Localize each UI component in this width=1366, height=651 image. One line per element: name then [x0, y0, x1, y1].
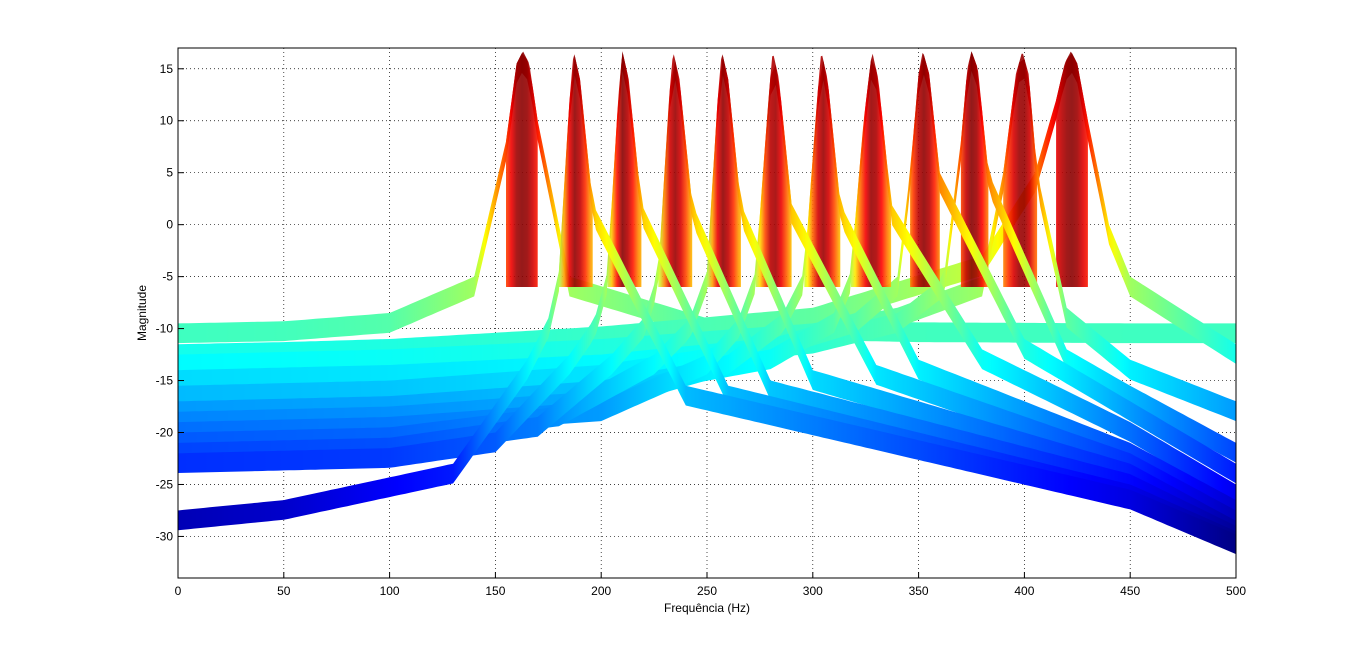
peak-ridge-257 — [707, 54, 741, 288]
x-axis-label: Frequência (Hz) — [664, 601, 750, 615]
series-band-257 — [178, 55, 1236, 541]
series-band-304 — [178, 60, 1236, 520]
peak-ridge-328 — [850, 53, 892, 287]
peak-ridge-210 — [607, 54, 642, 288]
y-tick-label: 0 — [166, 218, 173, 232]
y-tick-label: -25 — [156, 477, 174, 491]
y-tick-label: 5 — [166, 166, 173, 180]
y-tick-label: 10 — [160, 114, 174, 128]
peak-ridge-234 — [658, 54, 693, 288]
series-band-281 — [178, 65, 1236, 531]
peak-ridge-187 — [558, 54, 593, 288]
series-band-375 — [178, 51, 1236, 463]
y-tick-label: -10 — [156, 322, 174, 336]
x-tick-label: 300 — [803, 584, 823, 598]
axes: 0 50 100 150 200 250 300 350 400 450 500-30-25-20-… — [156, 47, 1246, 598]
peak-ridge-422 — [1056, 51, 1088, 287]
x-tick-label: 150 — [485, 584, 505, 598]
series-band-187 — [178, 55, 1236, 555]
y-tick-label: 15 — [160, 62, 174, 76]
y-axis-label: Magnitude — [135, 285, 149, 341]
x-tick-label: 450 — [1120, 584, 1140, 598]
y-tick-label: -15 — [156, 374, 174, 388]
peak-ridge-304 — [804, 55, 841, 287]
x-tick-label: 500 — [1226, 584, 1246, 598]
series-band-328 — [178, 59, 1236, 505]
peak-ridge-352 — [910, 53, 940, 287]
y-tick-label: -30 — [156, 529, 174, 543]
peak-ridge-281 — [755, 55, 792, 287]
x-tick-label: 0 — [175, 584, 182, 598]
surface-series — [178, 51, 1236, 555]
x-tick-label: 250 — [697, 584, 717, 598]
x-tick-label: 100 — [380, 584, 400, 598]
peak-ridge-163 — [506, 51, 538, 287]
y-tick-label: -20 — [156, 426, 174, 440]
y-tick-label: -5 — [162, 270, 173, 284]
x-tick-label: 400 — [1014, 584, 1034, 598]
x-tick-label: 350 — [909, 584, 929, 598]
x-tick-label: 200 — [591, 584, 611, 598]
x-tick-label: 50 — [277, 584, 291, 598]
